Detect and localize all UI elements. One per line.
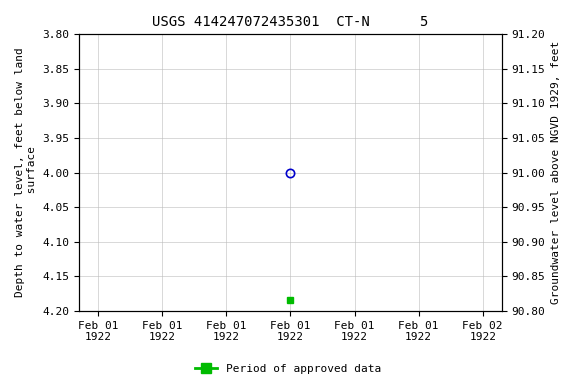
Y-axis label: Groundwater level above NGVD 1929, feet: Groundwater level above NGVD 1929, feet xyxy=(551,41,561,304)
Y-axis label: Depth to water level, feet below land
 surface: Depth to water level, feet below land su… xyxy=(15,48,37,298)
Title: USGS 414247072435301  CT-N      5: USGS 414247072435301 CT-N 5 xyxy=(152,15,429,29)
Legend: Period of approved data: Period of approved data xyxy=(191,359,385,379)
